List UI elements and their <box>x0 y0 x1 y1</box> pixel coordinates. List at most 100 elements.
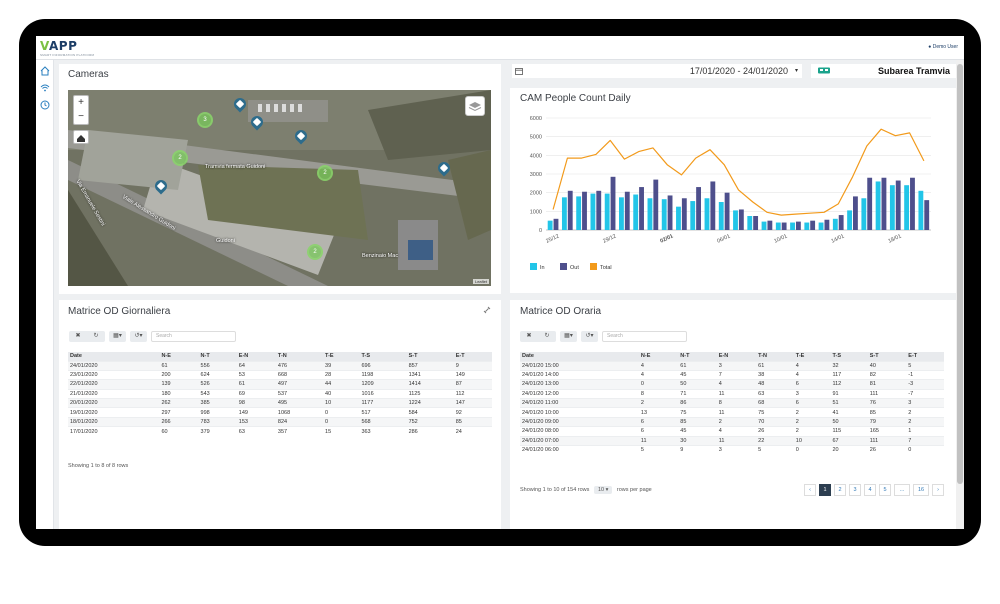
table-row[interactable]: 24/01/2020 61 556 64 476 39 696 857 9 <box>68 360 492 371</box>
camera-cluster[interactable]: 3 <box>197 112 213 128</box>
column-header[interactable]: T-N <box>275 352 324 361</box>
table-row[interactable]: 18/01/2020 266 783 153 824 0 568 752 85 <box>68 416 492 427</box>
zoom-out-button[interactable]: − <box>78 111 84 122</box>
columns-button[interactable]: ▦▾ <box>109 331 126 342</box>
page-button[interactable]: 16 <box>913 484 929 496</box>
column-header[interactable]: E-N <box>716 352 757 361</box>
column-header[interactable]: N-E <box>638 352 679 361</box>
layers-button[interactable] <box>465 96 485 116</box>
table-cell: 76 <box>867 398 907 408</box>
column-header[interactable]: Date <box>68 352 160 361</box>
page-button[interactable]: 3 <box>849 484 861 496</box>
page-button[interactable]: › <box>932 484 944 496</box>
od-daily-footer: Showing 1 to 8 of 8 rows <box>68 463 129 469</box>
table-row[interactable]: 24/01/20 06:00 5 9 3 5 0 20 26 0 <box>520 444 944 455</box>
column-header[interactable]: T-N <box>756 352 794 361</box>
table-row[interactable]: 17/01/2020 60 379 63 357 15 363 286 24 <box>68 426 492 437</box>
table-cell: 50 <box>830 416 868 427</box>
rows-per-page-select[interactable]: 10 ▾ <box>593 486 613 494</box>
camera-cluster[interactable]: 2 <box>307 244 323 260</box>
page-button[interactable]: ... <box>894 484 910 496</box>
link-icon[interactable] <box>483 306 491 314</box>
export-button[interactable]: ↺▾ <box>581 331 598 342</box>
table-row[interactable]: 22/01/2020 139 526 61 497 44 1209 1414 87 <box>68 379 492 390</box>
clear-icon[interactable]: ✖ <box>526 333 532 339</box>
table-row[interactable]: 21/01/2020 180 543 69 537 40 1016 1125 112 <box>68 388 492 399</box>
camera-cluster[interactable]: 2 <box>172 150 188 166</box>
table-row[interactable]: 24/01/20 15:00 4 61 3 61 4 32 40 5 <box>520 360 944 371</box>
table-row[interactable]: 24/01/20 08:00 6 45 4 26 2 115 165 1 <box>520 426 944 437</box>
page-button[interactable]: 2 <box>834 484 846 496</box>
refresh-icon[interactable]: ↻ <box>93 333 99 339</box>
column-header[interactable]: T-S <box>359 352 407 361</box>
table-row[interactable]: 24/01/20 12:00 8 71 11 63 3 91 111 -7 <box>520 388 944 399</box>
user-menu[interactable]: ● Demo User <box>928 44 958 50</box>
column-header[interactable]: T-E <box>323 352 360 361</box>
zoom-in-button[interactable]: + <box>78 97 84 108</box>
map-home-button[interactable] <box>73 130 89 144</box>
column-header[interactable]: E-T <box>906 352 944 361</box>
table-cell: 495 <box>275 398 324 408</box>
columns-button[interactable]: ▦▾ <box>560 331 577 342</box>
page-button[interactable]: ‹ <box>804 484 816 496</box>
bar-out <box>895 180 901 230</box>
column-header[interactable]: Date <box>520 352 639 361</box>
app-logo[interactable]: VAPP <box>40 39 78 53</box>
clear-icon[interactable]: ✖ <box>75 333 81 339</box>
table-cell: 24/01/20 07:00 <box>520 435 639 446</box>
page-scrollbar[interactable] <box>956 60 964 529</box>
scrollbar-thumb[interactable] <box>957 64 963 484</box>
page-button[interactable]: 4 <box>864 484 876 496</box>
table-row[interactable]: 24/01/20 07:00 11 30 11 22 10 67 111 7 <box>520 435 944 446</box>
date-range-picker[interactable]: 17/01/2020 - 24/01/2020 ▾ <box>512 64 802 78</box>
table-cell: 2 <box>906 407 944 418</box>
column-header[interactable]: N-T <box>678 352 717 361</box>
table-cell: 70 <box>756 416 794 427</box>
table-cell: 11 <box>716 435 757 446</box>
camera-cluster[interactable]: 2 <box>317 165 333 181</box>
column-header[interactable]: E-N <box>236 352 276 361</box>
history-icon[interactable] <box>39 99 51 111</box>
subarea-selector[interactable]: Subarea Tramvia <box>811 64 956 78</box>
table-row[interactable]: 24/01/20 13:00 0 50 4 48 6 112 81 -3 <box>520 379 944 390</box>
column-header[interactable]: S-T <box>406 352 454 361</box>
bar-out <box>667 195 673 230</box>
export-button[interactable]: ↺▾ <box>130 331 147 342</box>
table-row[interactable]: 24/01/20 09:00 6 85 2 70 2 50 79 2 <box>520 416 944 427</box>
column-header[interactable]: E-T <box>453 352 492 361</box>
table-cell: 32 <box>830 360 868 371</box>
column-header[interactable]: T-E <box>793 352 831 361</box>
column-header[interactable]: N-T <box>198 352 237 361</box>
table-row[interactable]: 19/01/2020 297 998 149 1068 0 517 584 92 <box>68 407 492 418</box>
bar-out <box>910 177 915 230</box>
search-input[interactable]: Search <box>602 331 687 342</box>
bar-in <box>733 210 738 230</box>
table-row[interactable]: 23/01/2020 200 624 53 668 28 1198 1341 149 <box>68 369 492 380</box>
map-attribution[interactable]: Leaflet <box>472 279 489 284</box>
column-header[interactable]: S-T <box>867 352 907 361</box>
table-row[interactable]: 20/01/2020 262 385 98 495 10 1177 1224 147 <box>68 398 492 408</box>
table-cell: 1068 <box>275 407 324 418</box>
bar-in <box>761 221 767 230</box>
table-row[interactable]: 24/01/20 14:00 4 45 7 38 4 117 82 -1 <box>520 369 944 380</box>
page-button[interactable]: 1 <box>819 484 831 496</box>
home-icon[interactable] <box>39 65 51 77</box>
column-header[interactable]: T-S <box>830 352 868 361</box>
camera-map[interactable]: + − Tramvia fermata Guidoni Viale Alessa… <box>68 90 491 286</box>
table-cell: 61 <box>236 379 276 390</box>
people-count-chart[interactable]: 0 1000 2000 3000 4000 5000 6000 25/12 29/12 02/01… <box>518 108 938 293</box>
refresh-icon[interactable]: ↻ <box>544 333 550 339</box>
table-row[interactable]: 24/01/20 11:00 2 86 8 68 6 51 76 3 <box>520 398 944 408</box>
table-row[interactable]: 24/01/20 10:00 13 75 11 75 2 41 85 2 <box>520 407 944 418</box>
table-cell: 30 <box>678 435 717 446</box>
search-input[interactable]: Search <box>151 331 236 342</box>
column-header[interactable]: N-E <box>159 352 199 361</box>
table-cell: 2 <box>638 398 679 408</box>
table-cell: 537 <box>275 388 324 399</box>
page-button[interactable]: 5 <box>879 484 891 496</box>
user-name: Demo User <box>932 44 958 50</box>
wifi-icon[interactable] <box>39 82 51 94</box>
table-cell: 82 <box>867 369 907 380</box>
bar-in <box>861 198 867 230</box>
table-cell: 5 <box>756 444 794 455</box>
